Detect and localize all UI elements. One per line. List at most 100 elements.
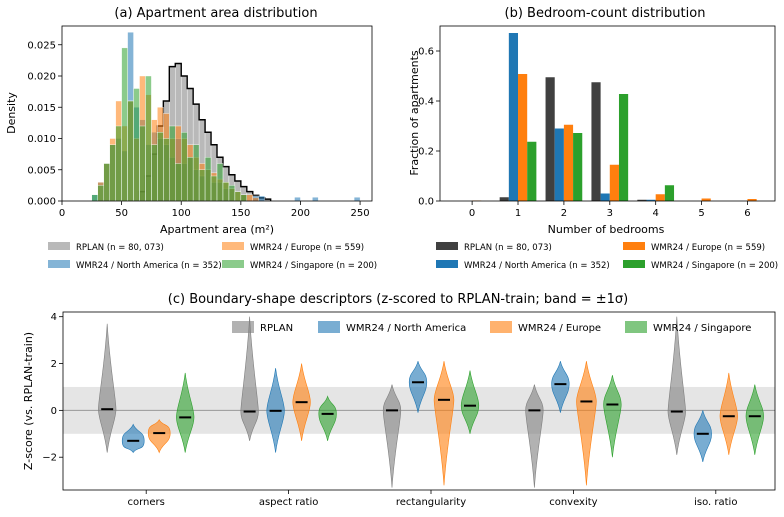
panel-c-ylabel: Z-score (vs. RPLAN-train)	[22, 332, 35, 470]
panel-a-title: (a) Apartment area distribution	[114, 6, 317, 21]
panel-a-xtick-label: 50	[115, 208, 128, 219]
panel-c-legend-swatch	[232, 321, 254, 333]
panel-a-ytick-label: 0.005	[27, 165, 56, 176]
panel-b-xtick-label: 3	[607, 208, 613, 219]
panel-a-histogram-bar	[312, 197, 319, 202]
panel-a-legend-swatch	[48, 260, 70, 268]
panel-b-bar	[545, 77, 555, 201]
panel-a-xtick-label: 200	[291, 208, 310, 219]
panel-b: (b) Bedroom-count distribution 0.0 0.2 0.4…	[408, 6, 778, 271]
panel-b-legend-label: RPLAN (n = 80, 073)	[464, 243, 552, 253]
panel-c-legend-swatch	[625, 321, 647, 333]
panel-a-frame	[61, 25, 373, 202]
panel-b-legend: RPLAN (n = 80, 073) WMR24 / North America…	[436, 242, 778, 271]
panel-a-histogram-bar	[169, 125, 176, 202]
panel-b-bar	[655, 194, 665, 201]
panel-c-violin	[408, 361, 428, 413]
panel-c: (c) Boundary-shape descriptors (z-scored…	[22, 292, 776, 508]
panel-c-xtick-label: corners	[128, 497, 165, 508]
panel-c-violin	[693, 410, 712, 462]
panel-b-legend-swatch	[436, 260, 458, 268]
panel-a-histogram-bar	[133, 88, 140, 202]
panel-c-violin	[460, 370, 480, 434]
panel-a-histogram-bar	[97, 185, 104, 202]
panel-c-violin	[603, 375, 622, 458]
panel-b-legend-label: WMR24 / North America (n = 352)	[464, 261, 610, 271]
panel-b-bar	[573, 133, 583, 201]
panel-a-histogram-bar	[204, 157, 212, 202]
panel-c-xtick-label: rectangularity	[396, 497, 466, 508]
panel-c-legend: RPLAN WMR24 / North America WMR24 / Europe…	[232, 321, 751, 334]
panel-c-ytick-label: 4	[51, 312, 57, 323]
panel-b-xtick-label: 4	[652, 208, 658, 219]
panel-a-ytick-label: 0.015	[27, 103, 56, 114]
panel-b-ytick-label: 0.4	[418, 97, 434, 108]
panel-a-histogram-bar	[186, 157, 194, 202]
panel-a-histogram-bar	[175, 163, 182, 202]
panel-c-violin	[576, 361, 597, 486]
panel-a-histogram-bar	[163, 138, 170, 202]
panel-a-ylabel: Density	[5, 92, 18, 134]
panel-a-histogram-bar	[353, 197, 361, 202]
panel-a-legend-label: WMR24 / Singapore (n = 200)	[250, 261, 377, 271]
panel-a-xtick-label: 250	[351, 208, 370, 219]
panel-b-frame	[439, 25, 776, 202]
panel-b-bar	[591, 82, 601, 201]
panel-b-title: (b) Bedroom-count distribution	[505, 6, 706, 21]
panel-b-bar	[527, 141, 537, 201]
panel-a-legend-label: WMR24 / North America (n = 352)	[76, 261, 222, 271]
panel-b-bar	[637, 199, 647, 201]
panel-c-ytick-label: 2	[51, 359, 57, 370]
panel-a-legend: RPLAN (n = 80, 073) WMR24 / North America…	[48, 242, 377, 271]
panel-a-ytick-label: 0.000	[27, 197, 56, 208]
panel-c-ytick-label: 0	[51, 406, 57, 417]
panel-a-legend-swatch	[48, 242, 70, 250]
panel-a-xlabel: Apartment area (m²)	[160, 223, 274, 236]
panel-a-histogram-bar	[109, 144, 116, 202]
panel-a-histogram-bar	[234, 191, 242, 202]
panel-b-xtick-label: 5	[698, 208, 704, 219]
panel-c-violin	[382, 384, 402, 488]
panel-b-xtick-label: 2	[561, 208, 567, 219]
panel-b-legend-swatch	[623, 242, 645, 250]
panel-b-bar	[747, 199, 757, 201]
panel-b-ytick-label: 0.0	[418, 197, 434, 208]
panel-c-violin	[525, 384, 544, 488]
panel-c-ytick-label: −2	[42, 453, 57, 464]
panel-b-ytick-label: 0.6	[418, 47, 434, 58]
panel-a-histogram-bar	[222, 182, 230, 202]
panel-c-violin	[745, 384, 764, 455]
panel-a-histogram-bar	[181, 132, 188, 202]
panel-a-histogram-bar	[127, 100, 134, 202]
panel-a-histogram-bar	[157, 132, 164, 202]
panel-a-legend-swatch	[222, 242, 244, 250]
panel-a-ytick-label: 0.020	[27, 72, 56, 83]
panel-a-histogram-bar	[151, 144, 158, 202]
panel-b-legend-swatch	[623, 260, 645, 268]
panel-a-legend-label: RPLAN (n = 80, 073)	[76, 243, 164, 253]
panel-b-xtick-label: 1	[515, 208, 521, 219]
panel-a-xtick-label: 100	[172, 208, 191, 219]
panel-c-frame	[62, 311, 776, 491]
panel-b-bar	[664, 185, 675, 201]
panel-a-histogram-bar	[121, 47, 128, 202]
panel-a-xtick-label: 0	[59, 208, 65, 219]
panel-a-histogram-bar	[210, 175, 218, 202]
panel-b-ylabel: Fraction of apartments	[408, 50, 421, 176]
panel-c-legend-label: WMR24 / North America	[346, 323, 466, 334]
panel-a-histogram-bar	[139, 125, 146, 202]
panel-c-violin	[98, 323, 117, 453]
panel-a-histogram-bar	[252, 197, 259, 202]
panel-a-ytick-label: 0.025	[27, 40, 56, 51]
panel-a-histogram-bar	[103, 163, 110, 202]
panel-a-histogram-bar	[246, 194, 253, 202]
panel-c-violin	[240, 316, 259, 441]
panel-b-bar	[554, 128, 564, 201]
panel-c-violin	[667, 316, 686, 455]
panel-b-bar	[563, 124, 574, 201]
panel-b-xlabel: Number of bedrooms	[548, 223, 665, 236]
panel-c-legend-label: WMR24 / Europe	[518, 323, 601, 334]
panel-c-legend-swatch	[318, 321, 340, 333]
panel-c-title: (c) Boundary-shape descriptors (z-scored…	[168, 292, 628, 307]
